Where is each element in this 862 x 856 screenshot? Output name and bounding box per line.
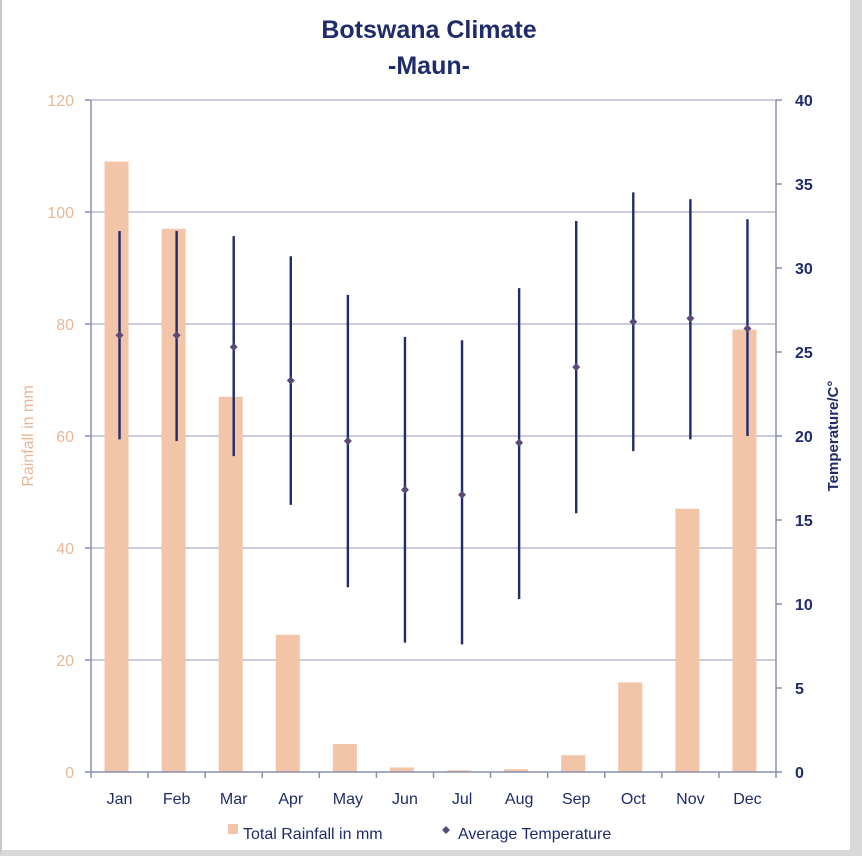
temperature-point <box>400 485 409 494</box>
right-axis-label: Temperature/C° <box>825 381 842 492</box>
x-tick-label: Dec <box>733 791 761 808</box>
x-tick-label: Oct <box>621 791 646 808</box>
temperature-point <box>115 331 124 340</box>
left-tick-label: 80 <box>56 317 74 334</box>
x-tick-label: Sep <box>562 791 591 808</box>
rainfall-bar <box>332 744 357 772</box>
temperature-point <box>172 331 181 340</box>
right-tick-label: 30 <box>795 261 813 278</box>
right-tick-label: 10 <box>795 597 813 614</box>
gridlines <box>91 99 776 661</box>
temperature-point <box>458 490 467 499</box>
right-tick-label: 5 <box>795 681 804 698</box>
left-tick-label: 20 <box>56 653 74 670</box>
rainfall-bar <box>732 329 757 772</box>
left-tick-label: 100 <box>47 205 74 222</box>
x-tick-label: Nov <box>676 791 704 808</box>
right-tick-label: 20 <box>795 429 813 446</box>
x-tick-label: Feb <box>163 791 191 808</box>
x-tick-label: May <box>333 791 363 808</box>
temperature-point <box>286 376 295 385</box>
tick-labels: 0 20 40 60 80 100 120 0 5 10 15 20 25 30 35 40 Jan Feb Mar… <box>47 93 813 808</box>
rainfall-bar <box>104 161 129 773</box>
right-tick-label: 0 <box>795 765 804 782</box>
rainfall-bar <box>561 755 586 772</box>
x-tick-label: Jun <box>392 791 418 808</box>
rainfall-bar <box>675 508 700 772</box>
right-tick-label: 35 <box>795 177 813 194</box>
chart-title: Botswana Climate <box>321 16 536 44</box>
x-tick-label: Apr <box>278 791 304 808</box>
x-tick-label: Jan <box>107 791 133 808</box>
rainfall-bar <box>618 682 643 772</box>
chart-subtitle: -Maun- <box>388 52 470 80</box>
right-tick-label: 25 <box>795 345 813 362</box>
rainfall-bar <box>161 228 186 773</box>
legend-rainfall-label: Total Rainfall in mm <box>243 826 383 843</box>
temperature-point <box>229 342 238 351</box>
temperature-point <box>629 317 638 326</box>
x-tick-label: Jul <box>452 791 472 808</box>
rainfall-bar <box>218 396 243 772</box>
left-tick-label: 60 <box>56 429 74 446</box>
x-tick-label: Mar <box>220 791 248 808</box>
right-tick-label: 15 <box>795 513 813 530</box>
rainfall-bar <box>504 769 529 772</box>
legend-temperature-marker <box>442 826 450 834</box>
rainfall-bar <box>447 770 472 772</box>
legend-temperature-label: Average Temperature <box>458 826 611 843</box>
left-tick-label: 40 <box>56 541 74 558</box>
temperature-point <box>343 437 352 446</box>
left-tick-label: 120 <box>47 93 74 110</box>
rainfall-bar <box>389 767 414 772</box>
rainfall-bar <box>275 634 300 772</box>
left-axis-label: Rainfall in mm <box>20 385 37 486</box>
temperature-point <box>686 314 695 323</box>
right-tick-label: 40 <box>795 93 813 110</box>
rainfall-bars <box>104 161 757 773</box>
temperature-point <box>515 438 524 447</box>
left-tick-label: 0 <box>65 765 74 782</box>
temperature-point <box>743 324 752 333</box>
temperature-ranges <box>115 192 752 645</box>
x-tick-label: Aug <box>505 791 533 808</box>
legend: Total Rainfall in mm Average Temperature <box>228 824 611 843</box>
axes <box>85 99 782 778</box>
legend-rainfall-swatch <box>228 824 238 834</box>
temperature-point <box>572 363 581 372</box>
